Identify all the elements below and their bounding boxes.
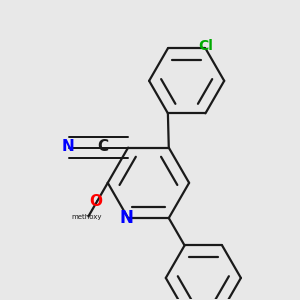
Text: N: N	[120, 209, 134, 227]
Text: O: O	[89, 194, 102, 209]
Text: Cl: Cl	[198, 39, 213, 53]
Text: N: N	[61, 139, 74, 154]
Text: C: C	[98, 139, 109, 154]
Text: methoxy: methoxy	[72, 214, 102, 220]
